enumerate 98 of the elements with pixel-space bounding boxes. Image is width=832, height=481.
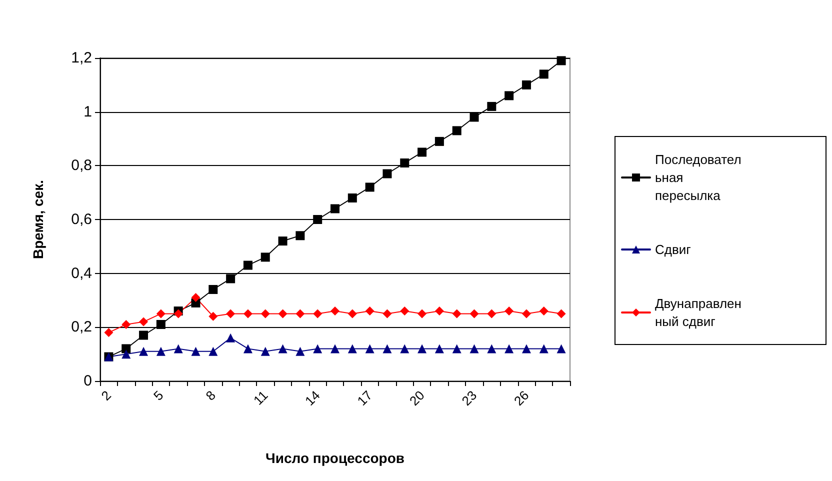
point <box>313 344 322 354</box>
x-tick-label: 23 <box>458 388 480 409</box>
x-tick-label: 20 <box>406 388 428 409</box>
point <box>539 306 548 316</box>
point <box>382 309 392 318</box>
point <box>487 309 496 318</box>
point <box>243 344 252 354</box>
point <box>226 309 236 318</box>
legend-label: Сдвиг <box>655 242 692 257</box>
point <box>260 346 270 356</box>
point <box>504 344 514 354</box>
point <box>539 344 548 354</box>
y-tick-label: 1,2 <box>71 50 92 66</box>
x-tick-label: 26 <box>510 388 532 409</box>
point <box>174 344 183 354</box>
point <box>418 148 427 157</box>
point <box>418 344 427 354</box>
point <box>313 309 322 318</box>
legend-label: Последовательная пересылка <box>655 152 742 203</box>
point <box>278 344 288 354</box>
point <box>400 306 410 316</box>
point <box>122 344 131 354</box>
point <box>556 56 566 66</box>
point <box>330 344 340 354</box>
point <box>452 309 462 318</box>
point <box>122 350 131 359</box>
point <box>522 309 531 318</box>
point <box>174 309 183 318</box>
y-tick-label: 0,6 <box>71 211 92 228</box>
point <box>522 344 531 354</box>
x-tick-label: 14 <box>302 388 323 409</box>
point <box>365 182 374 192</box>
x-tick-label: 2 <box>98 388 114 404</box>
point <box>139 330 148 340</box>
point <box>156 309 166 318</box>
y-tick-label: 0,2 <box>71 318 92 336</box>
point <box>122 320 131 329</box>
x-tick-label: 11 <box>250 388 271 408</box>
point <box>296 346 305 356</box>
point <box>208 284 218 294</box>
point <box>400 344 410 354</box>
point <box>487 344 496 354</box>
y-tick-label: 1 <box>84 103 92 120</box>
point <box>139 346 148 356</box>
point <box>226 274 236 284</box>
point <box>434 344 444 354</box>
point <box>470 112 479 122</box>
point <box>104 328 114 338</box>
point <box>400 158 410 168</box>
point <box>470 309 479 318</box>
point <box>191 346 200 356</box>
point <box>487 102 496 111</box>
point <box>452 344 462 354</box>
point <box>278 309 288 318</box>
point <box>348 344 357 354</box>
point <box>208 312 218 321</box>
point <box>348 309 357 318</box>
point <box>208 346 218 356</box>
x-tick-label: 17 <box>354 388 376 409</box>
point <box>452 126 462 136</box>
point <box>330 204 340 214</box>
point <box>226 333 236 342</box>
point <box>156 346 166 356</box>
point <box>522 80 531 90</box>
y-tick-label: 0 <box>84 372 92 390</box>
x-tick-label: 8 <box>202 388 218 404</box>
point <box>434 136 444 146</box>
point <box>243 260 252 270</box>
point <box>243 309 252 318</box>
legend-label: Двунаправленный сдвиг <box>655 296 742 329</box>
x-tick-label: 5 <box>150 388 166 404</box>
point <box>156 320 166 329</box>
point <box>365 344 374 354</box>
x-axis-title: Число процессоров <box>266 450 405 466</box>
point <box>470 344 479 354</box>
point <box>434 306 444 316</box>
y-tick-label: 0,4 <box>71 264 92 282</box>
point <box>382 344 392 354</box>
point <box>139 317 148 326</box>
point <box>348 193 357 202</box>
y-axis-title: Время, сек. <box>30 180 46 260</box>
point <box>418 309 427 318</box>
point <box>504 306 514 316</box>
point <box>296 231 305 240</box>
point <box>504 91 514 100</box>
point <box>556 309 566 318</box>
y-tick-label: 0,8 <box>71 157 92 174</box>
point <box>260 309 270 318</box>
point <box>382 169 392 178</box>
point <box>191 293 200 302</box>
point <box>278 236 288 246</box>
point <box>296 309 305 318</box>
point <box>330 306 340 316</box>
point <box>260 252 270 262</box>
point <box>313 215 322 224</box>
point <box>365 306 374 316</box>
point <box>539 70 548 79</box>
point <box>556 344 566 354</box>
